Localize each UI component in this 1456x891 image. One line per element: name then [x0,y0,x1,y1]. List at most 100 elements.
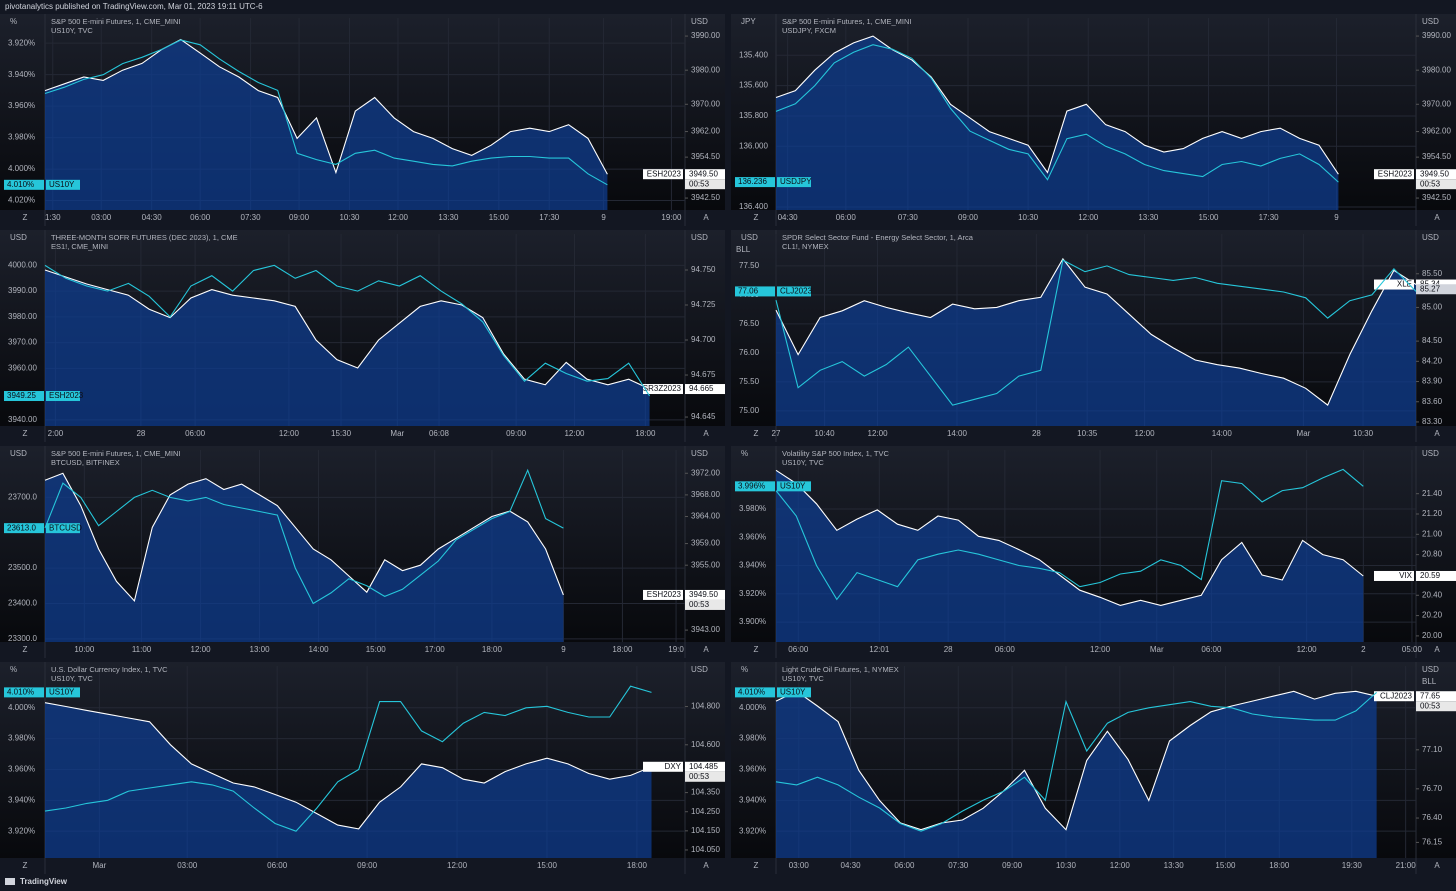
y2-tick-label: 84.50 [1422,336,1443,345]
y2-tick-label: 83.60 [1422,397,1443,406]
y2-tick-label: 20.80 [1422,550,1443,559]
header: pivotanalytics published on TradingView.… [5,2,263,11]
chart-title: SPDR Select Sector Fund - Energy Select … [782,233,974,242]
close-tag-label: 85.27 [1420,284,1441,293]
y-tick-label: 3990.00 [8,286,37,295]
y-tick-label: 135.400 [739,50,768,59]
y2-tick-label: 85.50 [1422,269,1443,278]
y2-tick-label: 104.800 [691,702,720,711]
chart-subtitle: USDJPY, FXCM [782,26,836,35]
auto-button[interactable]: A [1434,213,1440,222]
auto-button[interactable]: A [703,429,709,438]
series-line [44,468,564,605]
auto-button[interactable]: A [1434,645,1440,654]
x-tick-label: 9 [1334,213,1339,222]
name-tag-label: ESH2023 [647,169,682,178]
y2-tick-label: 94.645 [691,412,716,421]
y2-tick-label: 94.700 [691,335,716,344]
price-tag [1416,691,1456,702]
auto-button[interactable]: A [703,213,709,222]
zoom-button[interactable]: Z [754,645,759,654]
y2-unit-sub: BLL [1422,677,1437,686]
auto-button[interactable]: A [1434,861,1440,870]
y2-tick-label: 20.20 [1422,611,1443,620]
y2-tick-label: 3990.00 [1422,31,1451,40]
y-tick-label: 4.000% [8,703,35,712]
x-tick-label: 18:00 [612,645,633,654]
zoom-button[interactable]: Z [754,429,759,438]
auto-button[interactable]: A [703,645,709,654]
y2-unit: USD [691,233,708,242]
y2-tick-label: 104.600 [691,740,720,749]
x-axis-strip [731,642,1456,658]
price-tag [735,286,775,297]
y2-tick-label: 3959.00 [691,539,720,548]
y-tick-label: 3.920% [739,589,766,598]
y2-tick-label: 94.750 [691,265,716,274]
name-tag-label: ESH2023 [647,590,682,599]
x-tick-label: 12:01 [869,645,890,654]
chart-title: U.S. Dollar Currency Index, 1, TVC [51,665,168,674]
price-tag [735,687,775,698]
y2-tick-label: 3962.00 [691,127,720,136]
zoom-button[interactable]: Z [754,213,759,222]
zoom-button[interactable]: Z [23,861,28,870]
countdown: 00:53 [689,772,710,781]
y2-tick-label: 77.10 [1422,745,1443,754]
y-unit: USD [10,233,27,242]
name-tag-label: DXY [665,762,682,771]
y-tick-label: 77.50 [739,261,760,270]
y2-tick-label: 3943.00 [691,625,720,634]
y-unit: % [10,665,17,674]
auto-button[interactable]: A [1434,429,1440,438]
zoom-button[interactable]: Z [23,645,28,654]
x-tick-label: Mar [1297,429,1311,438]
y-tick-label: 3980.00 [8,312,37,321]
price-tag [4,179,44,190]
x-tick-label: 10:00 [74,645,95,654]
price-tag-label: 94.665 [689,384,714,393]
x-tick-label: 12:00 [447,861,468,870]
name-tag [46,391,80,402]
area [45,270,650,426]
y-tick-label: 3.900% [739,617,766,626]
y-tick-label: 3.980% [739,504,766,513]
x-axis-strip [731,210,1456,226]
price-tag [4,687,44,698]
countdown-tag [685,179,725,190]
y-tick-label: 3960.00 [8,363,37,372]
chart-title: S&P 500 E-mini Futures, 1, CME_MINI [51,449,181,458]
name-tag-label: US10Y [49,180,75,189]
zoom-button[interactable]: Z [754,861,759,870]
x-tick-label: 07:30 [948,861,969,870]
y2-tick-label: 94.725 [691,300,716,309]
zoom-button[interactable]: Z [23,429,28,438]
x-tick-label: 06:00 [894,861,915,870]
brand-logo [5,878,15,885]
auto-button[interactable]: A [703,861,709,870]
y2-tick-label: 104.350 [691,788,720,797]
y-unit: % [741,449,748,458]
price-tag [1416,169,1456,180]
y-tick-label: 75.50 [739,377,760,386]
name-tag [777,687,811,698]
chart-title: S&P 500 E-mini Futures, 1, CME_MINI [782,17,912,26]
y-tick-label: 4.000% [739,703,766,712]
y-tick-label: 23300.0 [8,634,37,643]
y2-tick-label: 3962.00 [1422,127,1451,136]
zoom-button[interactable]: Z [23,213,28,222]
x-tick-label: 06:00 [267,861,288,870]
price-tag-label: 3.996% [738,481,765,490]
countdown: 00:53 [689,179,710,188]
x-tick-label: 07:30 [241,213,262,222]
price-tag [685,384,725,395]
chart-subtitle: US10Y, TVC [782,458,824,467]
countdown-tag [1416,701,1456,712]
name-tag-label: ESH2023 [49,391,84,400]
x-tick-label: 11:00 [132,645,152,654]
series-line [44,269,650,390]
countdown: 00:53 [1420,701,1441,710]
x-tick-label: 03:00 [177,861,198,870]
chart-title: S&P 500 E-mini Futures, 1, CME_MINI [51,17,181,26]
chart-subtitle: US10Y, TVC [782,674,824,683]
